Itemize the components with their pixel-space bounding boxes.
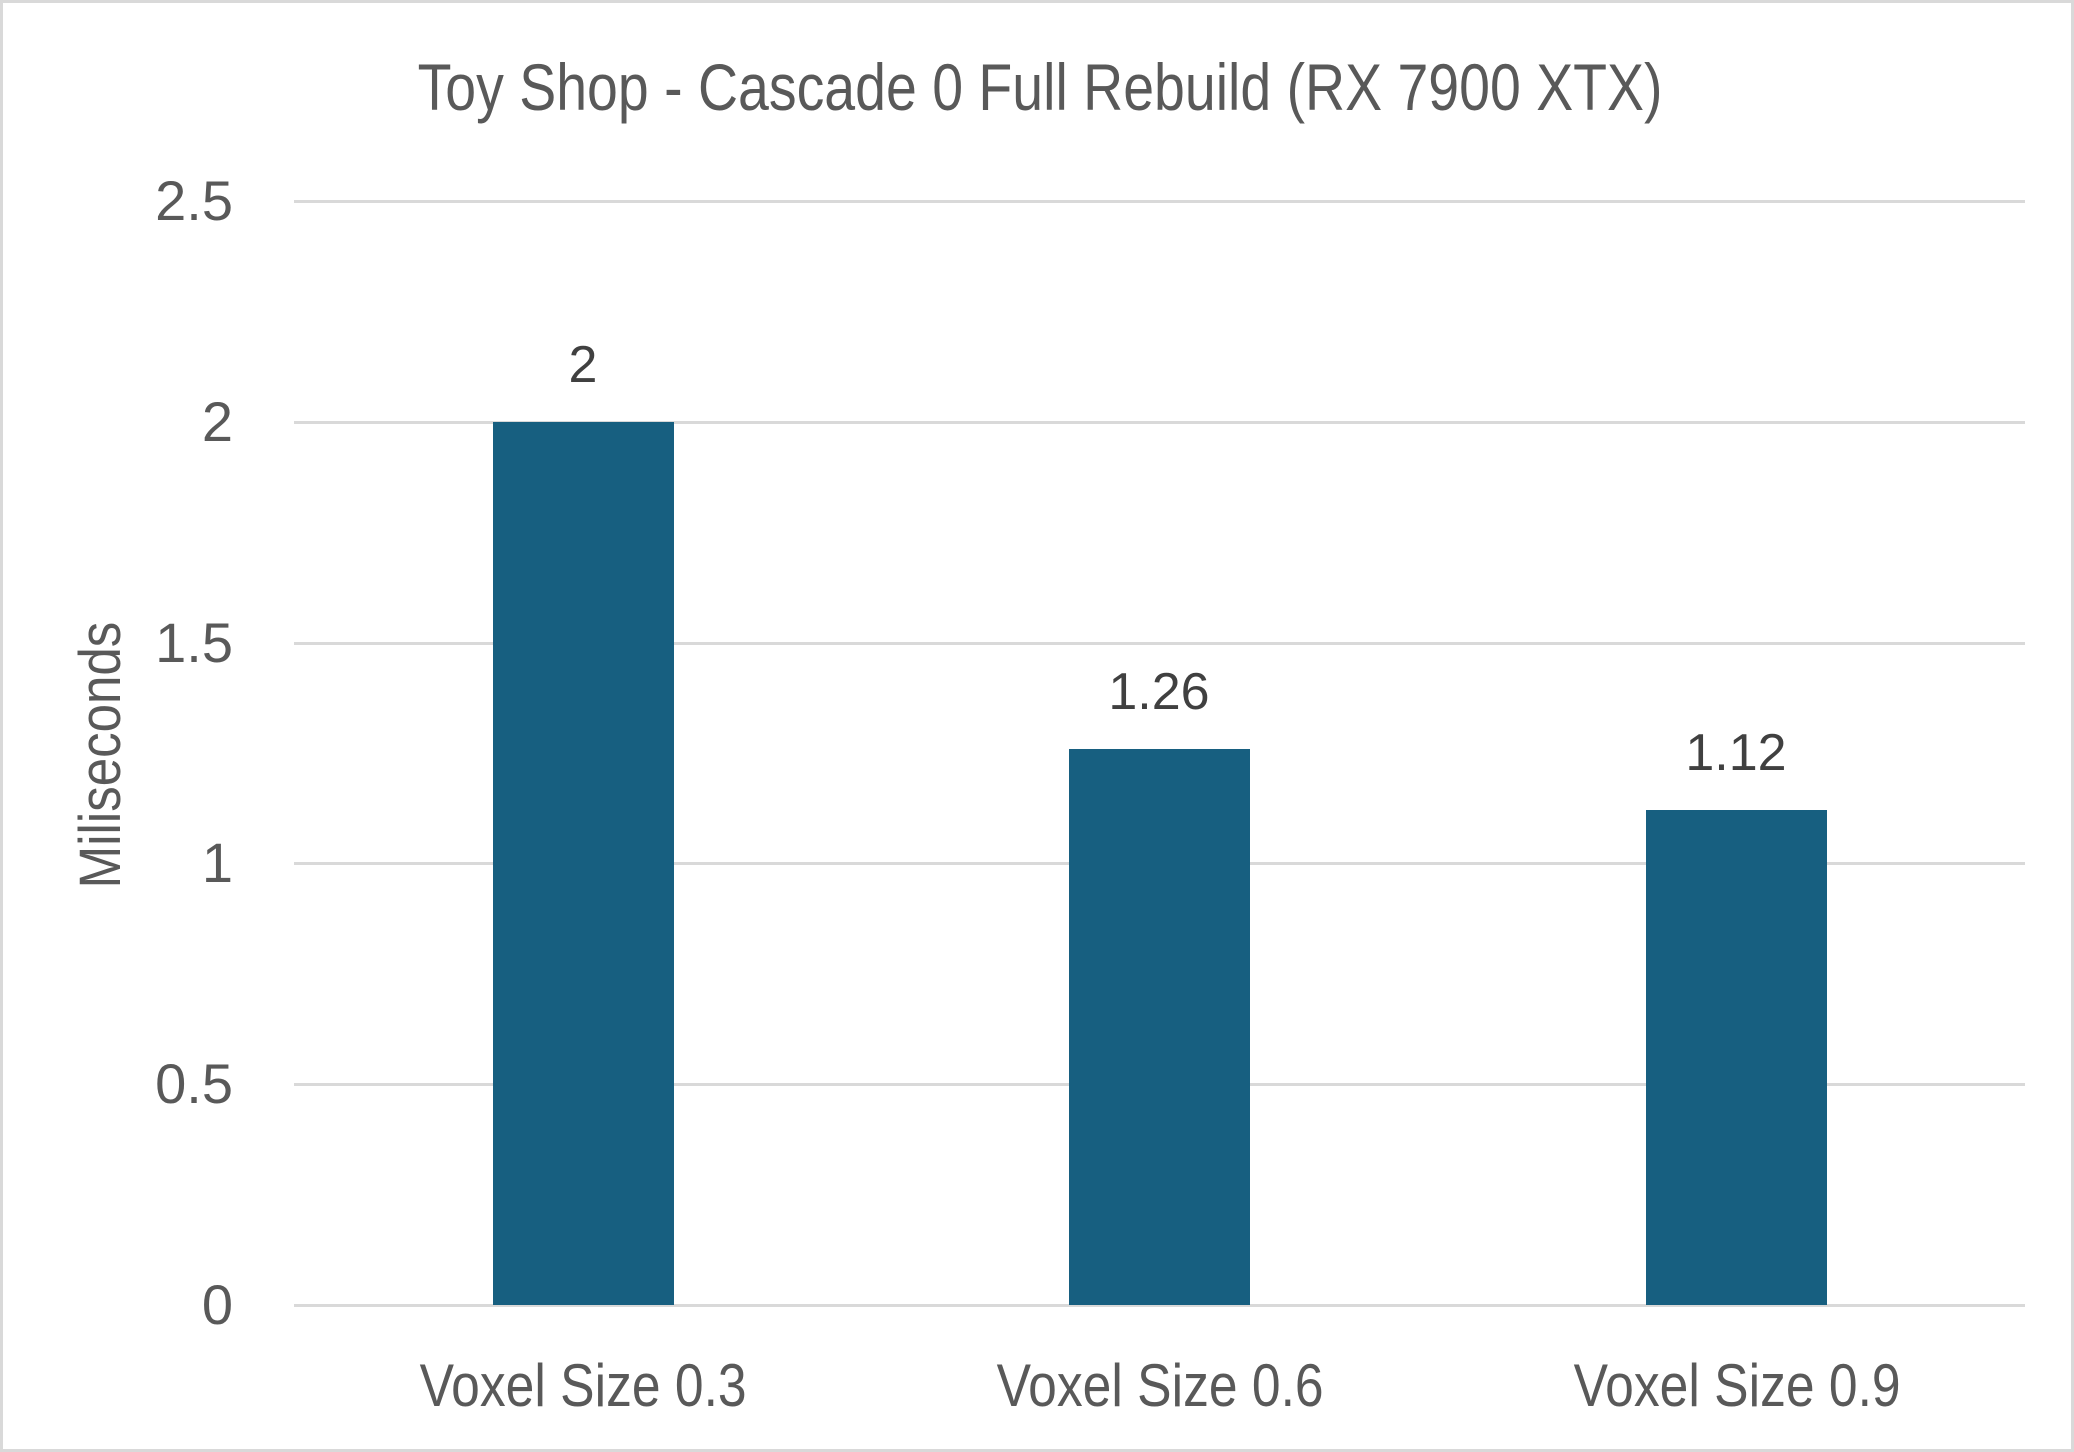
bar-voxel-size-0-9 [1646, 810, 1827, 1305]
x-tick-voxel-size-0-9: Voxel Size 0.9 [1457, 1351, 2017, 1421]
x-axis-baseline [294, 1304, 2025, 1307]
data-label-voxel-size-0-9: 1.12 [1685, 724, 1787, 782]
y-tick-1-5: 1.5 [155, 611, 233, 674]
y-tick-1: 1 [201, 831, 233, 894]
y-tick-2-5: 2.5 [155, 169, 233, 232]
y-tick-0: 0 [201, 1273, 233, 1336]
x-tick-label: Voxel Size 0.3 [419, 1352, 747, 1419]
data-label-voxel-size-0-6: 1.26 [1108, 663, 1210, 721]
y-tick-0-5: 0.5 [155, 1052, 233, 1115]
bar-voxel-size-0-6 [1069, 749, 1250, 1305]
chart-title: Toy Shop - Cascade 0 Full Rebuild (RX 79… [3, 47, 2074, 127]
x-tick-label: Voxel Size 0.6 [996, 1352, 1324, 1419]
plot-area: 2 1.26 1.12 [294, 200, 2025, 1307]
gridline-1-5 [294, 642, 2025, 645]
gridline-2-5 [294, 200, 2025, 203]
x-tick-voxel-size-0-6: Voxel Size 0.6 [880, 1351, 1440, 1421]
gridline-2 [294, 421, 2025, 424]
data-label-voxel-size-0-3: 2 [568, 336, 598, 394]
x-tick-voxel-size-0-3: Voxel Size 0.3 [303, 1351, 863, 1421]
y-tick-2: 2 [201, 390, 233, 453]
x-tick-label: Voxel Size 0.9 [1573, 1352, 1901, 1419]
bar-voxel-size-0-3 [493, 422, 674, 1305]
chart-title-text: Toy Shop - Cascade 0 Full Rebuild (RX 79… [417, 50, 1663, 124]
